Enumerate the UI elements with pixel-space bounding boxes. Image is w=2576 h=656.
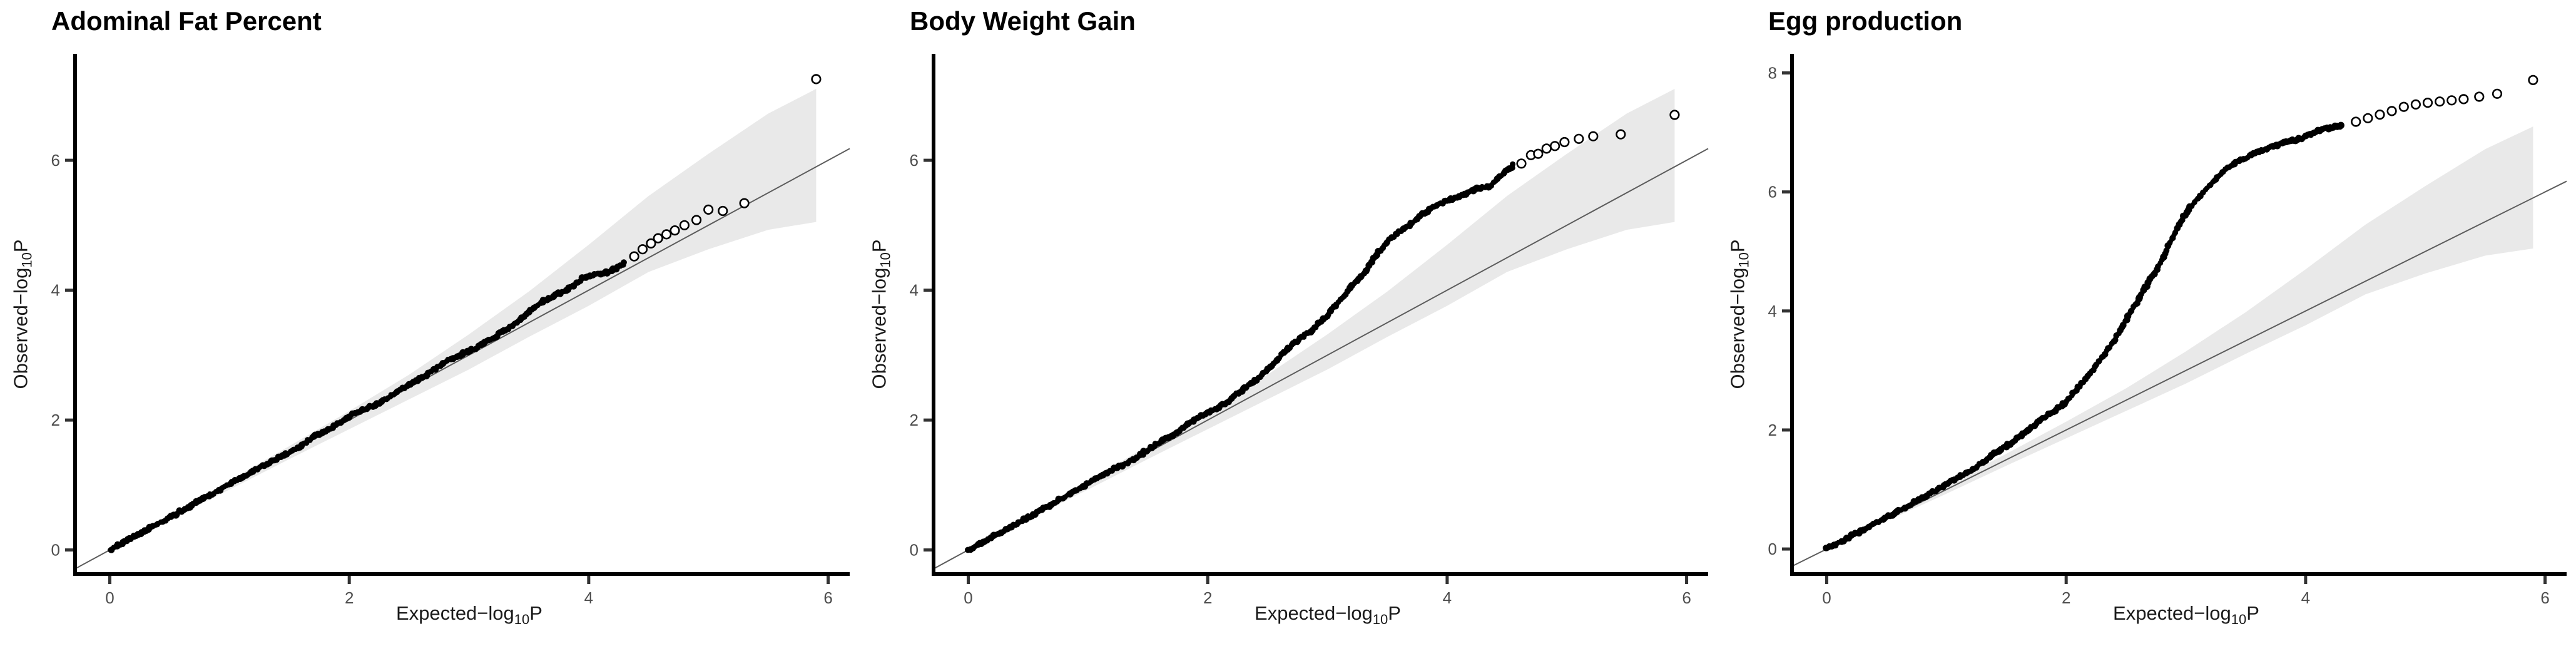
y-tick-label: 2 xyxy=(1768,421,1777,439)
x-tick-label: 4 xyxy=(584,588,593,607)
x-tick-label: 2 xyxy=(2062,588,2070,607)
qq-tail-point xyxy=(646,238,656,249)
y-tick-label: 6 xyxy=(910,151,919,170)
qq-plot-canvas: 0 2 4 6 0 2 4 6 8 xyxy=(1768,54,2567,607)
y-tick-label: 0 xyxy=(51,541,60,560)
qq-dense-points xyxy=(965,161,1516,553)
qq-tail-point xyxy=(718,205,728,217)
y-tick-label: 6 xyxy=(51,151,60,170)
qq-panel-egg-production: Egg production Observed−log10P 0 2 4 6 0 2 4 6 8… xyxy=(1717,0,2575,656)
y-tick-label: 2 xyxy=(910,411,919,429)
x-tick-label: 2 xyxy=(1203,588,1212,607)
qq-tail-point xyxy=(703,204,714,215)
qq-tail-point xyxy=(1574,133,1584,144)
x-tick-label: 4 xyxy=(1443,588,1452,607)
qq-tail-point xyxy=(2363,113,2373,123)
x-tick-label: 0 xyxy=(105,588,114,607)
subscript-10: 10 xyxy=(877,252,893,268)
x-tick-label: 6 xyxy=(823,588,832,607)
qq-tail-point xyxy=(661,229,672,240)
qq-tail-point xyxy=(2351,116,2361,127)
x-axis-label: Expected−log10P xyxy=(1255,602,1401,627)
y-tick-label: 4 xyxy=(910,281,919,300)
subscript-10: 10 xyxy=(1372,612,1388,627)
qq-tail-point xyxy=(2458,94,2469,105)
qq-tail-point xyxy=(637,244,648,255)
x-tick-label: 6 xyxy=(2540,588,2549,607)
qq-tail-points xyxy=(1516,110,1680,169)
qq-tail-point xyxy=(811,74,822,85)
qq-dense-points xyxy=(1823,121,2344,551)
qq-tail-points xyxy=(629,74,822,262)
qq-tail-point xyxy=(679,220,690,230)
x-tick-label: 0 xyxy=(964,588,972,607)
x-axis-label: Expected−log10P xyxy=(396,602,542,627)
qq-tail-point xyxy=(2528,74,2538,85)
confidence-band xyxy=(1028,89,1675,520)
x-axis-label: Expected−log10P xyxy=(2113,602,2259,627)
qq-dense-curve xyxy=(966,163,1515,553)
qq-tail-point xyxy=(1533,148,1544,159)
qq-tail-point xyxy=(739,198,750,208)
qq-tail-point xyxy=(669,225,680,236)
y-tick-label: 4 xyxy=(51,281,60,300)
x-tick-label: 2 xyxy=(345,588,354,607)
subscript-10: 10 xyxy=(514,612,530,627)
subscript-10: 10 xyxy=(19,252,35,268)
y-tick-label: 4 xyxy=(1768,302,1777,320)
panel-title: Adominal Fat Percent xyxy=(51,6,322,36)
confidence-band xyxy=(1886,126,2533,521)
qq-tail-point xyxy=(2410,99,2421,110)
y-tick-label: 6 xyxy=(1768,183,1777,202)
qq-tail-point xyxy=(1669,110,1680,120)
qq-tail-point xyxy=(1516,158,1527,169)
qq-tail-point xyxy=(653,233,663,243)
qq-tail-point xyxy=(2492,88,2503,99)
y-tick-label: 8 xyxy=(1768,64,1777,83)
x-tick-label: 6 xyxy=(1682,588,1691,607)
qq-dense-points xyxy=(108,259,627,553)
qq-tail-point xyxy=(629,251,639,262)
panel-title: Egg production xyxy=(1768,6,1963,36)
qq-tail-point xyxy=(691,215,702,225)
qq-panel-abdominal-fat-percent: Adominal Fat Percent Observed−log10P 0 2 4… xyxy=(0,0,858,656)
qq-tail-point xyxy=(2435,96,2445,107)
subscript-10: 10 xyxy=(1736,252,1752,268)
x-tick-label: 0 xyxy=(1822,588,1831,607)
qq-tail-point xyxy=(2422,98,2433,108)
y-axis-label: Observed−log10P xyxy=(1726,239,1752,389)
qq-tail-point xyxy=(1616,129,1626,140)
y-axis-label: Observed−log10P xyxy=(868,239,893,389)
qq-tail-point xyxy=(1541,143,1552,154)
qq-tail-point xyxy=(1549,141,1560,151)
qq-tail-points xyxy=(2351,74,2538,127)
qq-tail-point xyxy=(2446,95,2457,106)
panel-title: Body Weight Gain xyxy=(910,6,1136,36)
y-tick-label: 0 xyxy=(1768,540,1777,558)
qq-tail-point xyxy=(1588,131,1599,141)
confidence-band xyxy=(170,89,817,520)
qq-tail-point xyxy=(2375,110,2385,120)
qq-tail-point xyxy=(2386,106,2397,116)
subscript-10: 10 xyxy=(2231,612,2247,627)
y-axis-label: Observed−log10P xyxy=(9,239,35,389)
qq-tail-point xyxy=(1559,136,1570,148)
qq-plot-canvas: 0 2 4 6 0 2 4 6 xyxy=(51,54,850,607)
y-tick-label: 2 xyxy=(51,411,60,429)
y-tick-label: 0 xyxy=(910,541,919,560)
qq-tail-point xyxy=(2474,91,2485,102)
x-tick-label: 4 xyxy=(2301,588,2310,607)
qq-panel-body-weight-gain: Body Weight Gain Observed−log10P 0 2 4 6 0 2 4… xyxy=(858,0,1717,656)
qq-plot-canvas: 0 2 4 6 0 2 4 6 xyxy=(910,54,1709,607)
qq-tail-point xyxy=(2398,101,2409,112)
